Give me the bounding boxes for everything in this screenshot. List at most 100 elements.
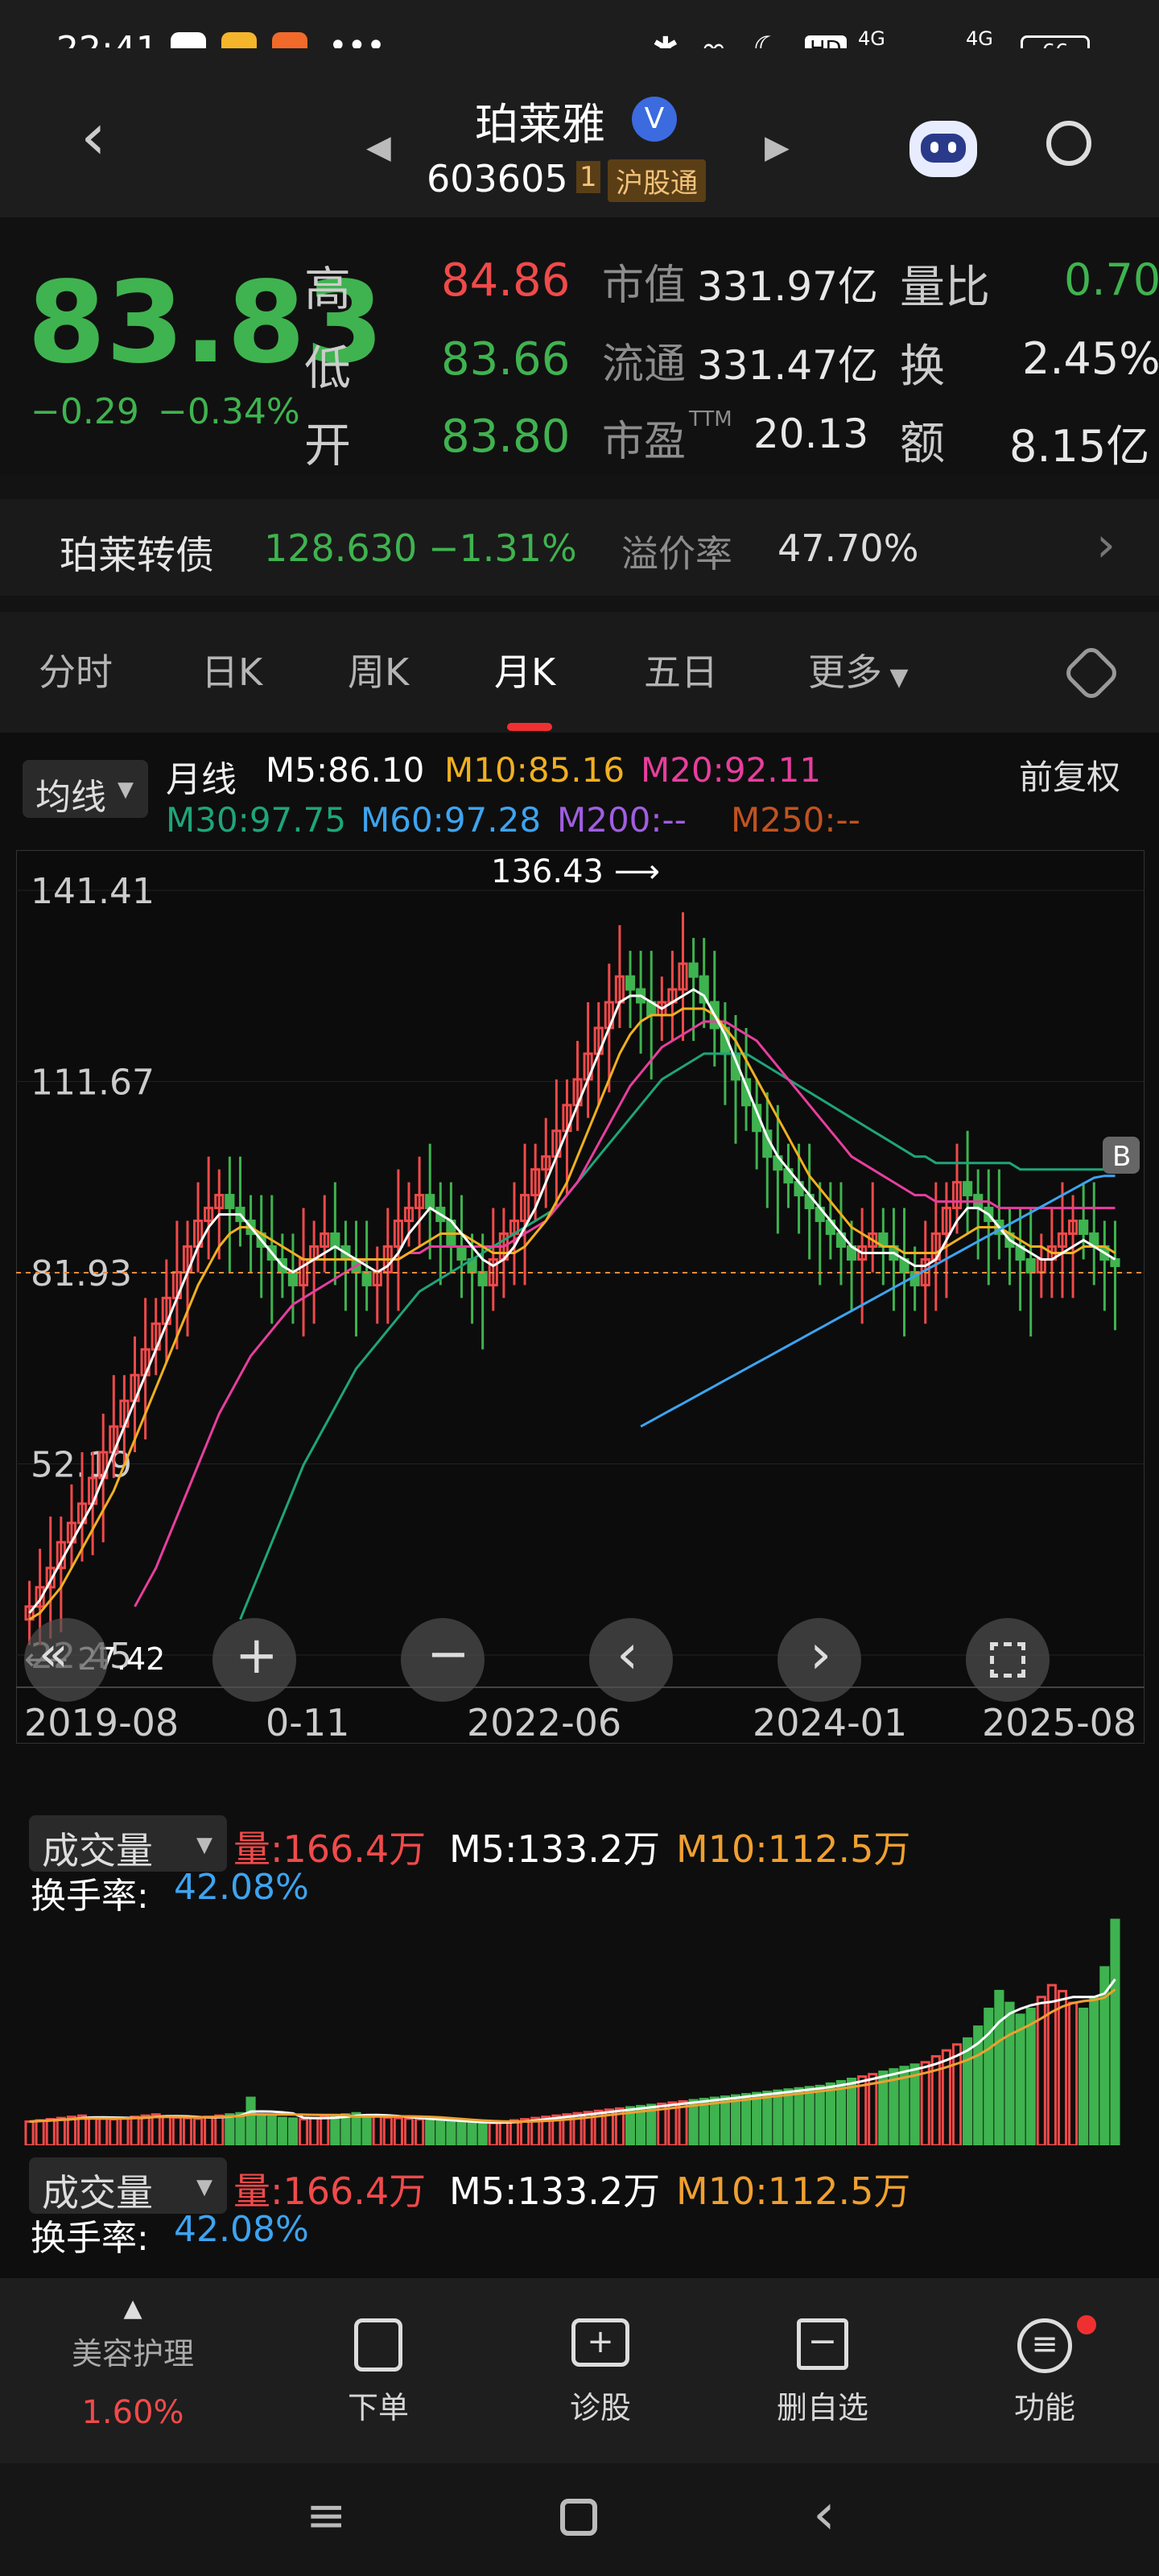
ma10-line	[28, 1007, 1116, 1620]
volume-selector[interactable]: 成交量 ▼	[29, 1815, 227, 1872]
volume-bar	[752, 2091, 762, 2145]
volume-bar	[171, 2116, 182, 2145]
tab-intraday[interactable]: 分时	[39, 650, 113, 694]
candle	[678, 962, 688, 991]
scroll-left-button[interactable]: ‹	[589, 1618, 673, 1702]
volume-bar	[446, 2120, 456, 2145]
volume-bar	[130, 2116, 140, 2145]
volume-bar	[835, 2079, 847, 2145]
volume-bar	[193, 2117, 204, 2145]
volume-bar	[825, 2082, 835, 2145]
chart-settings-icon[interactable]	[1062, 643, 1121, 703]
ma-selector[interactable]: 均线 ▼	[23, 760, 148, 818]
x-tick-label: 2022-06	[467, 1701, 621, 1744]
volume-bar	[425, 2119, 435, 2145]
premium-label: 溢价率	[621, 532, 732, 576]
period-tabs: 分时 日K 周K 月K 五日 更多 ▼	[0, 612, 1159, 733]
nav-functions[interactable]: ≡ 功能	[964, 2315, 1125, 2427]
volume-bar	[1057, 1989, 1068, 2145]
home-icon[interactable]	[560, 2499, 597, 2536]
volume-bar	[773, 2089, 783, 2145]
volume-bar	[45, 2118, 56, 2145]
prev-stock-icon[interactable]: ◀	[366, 129, 391, 166]
candle	[415, 1194, 425, 1210]
tab-five-day[interactable]: 五日	[644, 650, 718, 694]
nav-remove-watchlist[interactable]: − 删自选	[742, 2318, 903, 2427]
volume-bar	[245, 2096, 256, 2145]
volume-bar	[277, 2116, 287, 2145]
volume-bar	[235, 2112, 245, 2145]
candle	[287, 1270, 299, 1286]
volume-bar	[225, 2113, 235, 2145]
premium-value: 47.70%	[777, 526, 919, 570]
y-tick-label: 141.41	[31, 871, 155, 912]
quote-panel: 83.83 −0.29 −0.34% 高 84.86 低 83.66 开 83.…	[0, 217, 1159, 475]
y-tick-label: 111.67	[31, 1063, 155, 1104]
volume-bars	[24, 1918, 1120, 2145]
search-icon[interactable]	[1046, 121, 1091, 166]
verified-icon: V	[632, 97, 677, 142]
chart-frame	[16, 850, 1145, 1744]
zoom-out-button[interactable]: −	[401, 1618, 485, 1702]
nav-sector[interactable]: ▲ 美容护理 1.60%	[32, 2294, 233, 2431]
volume-m10: M10:112.5万	[676, 1827, 911, 1871]
volume-bar	[741, 2093, 752, 2145]
candle	[1067, 1220, 1079, 1236]
mktcap-label: 市值	[602, 262, 687, 310]
diagnose-icon: +	[571, 2318, 629, 2367]
candle	[530, 1168, 541, 1197]
volume-bar	[415, 2118, 425, 2145]
recent-apps-icon[interactable]: ≡	[306, 2487, 347, 2544]
volume-bar	[256, 2114, 266, 2145]
nav-diagnose[interactable]: + 诊股	[520, 2318, 681, 2427]
scroll-left-fast-button[interactable]: «	[24, 1618, 108, 1702]
candle	[403, 1207, 415, 1223]
volume-bar	[24, 2120, 35, 2145]
volume-bar	[320, 2116, 330, 2145]
indicator-selector-2[interactable]: 成交量 ▼	[29, 2157, 227, 2215]
ma60-line	[640, 1174, 1116, 1428]
tab-weekly[interactable]: 周K	[348, 650, 410, 694]
fullscreen-button[interactable]	[966, 1618, 1050, 1702]
back-icon[interactable]: ‹	[80, 99, 106, 174]
tab-monthly[interactable]: 月K	[494, 650, 556, 694]
ma250-value: M250:--	[731, 800, 860, 840]
candle	[868, 1232, 878, 1248]
volume-bar	[1110, 1918, 1120, 2145]
volume-bar	[709, 2096, 720, 2145]
volume-bar	[963, 2037, 973, 2145]
tab-more[interactable]: 更多 ▼	[808, 650, 909, 694]
adjust-mode[interactable]: 前复权	[1019, 758, 1121, 797]
volume-bar	[340, 2113, 351, 2145]
ma5-line	[28, 988, 1116, 1614]
turnover-rate-value-2: 42.08%	[174, 2209, 309, 2250]
nav-order[interactable]: 下单	[298, 2318, 459, 2427]
next-stock-icon[interactable]: ▶	[765, 129, 790, 166]
candle	[204, 1207, 214, 1223]
candle	[477, 1270, 488, 1286]
indicator-panel-2: 成交量 ▼ 量:166.4万 M5:133.2万 M10:112.5万 换手率:…	[16, 2157, 1145, 2278]
network-label-2: 4G	[966, 27, 993, 50]
volume-bar	[372, 2115, 382, 2145]
volume-bar	[657, 2102, 667, 2145]
network-label: 4G	[858, 27, 885, 50]
ma20-value: M20:92.11	[641, 750, 822, 790]
volume-bar	[1079, 2008, 1089, 2145]
volume-bar	[857, 2075, 868, 2145]
zoom-in-button[interactable]: +	[212, 1618, 296, 1702]
robot-assistant-icon[interactable]	[909, 121, 977, 177]
candle	[699, 975, 709, 1004]
system-back-icon[interactable]: ‹	[813, 2481, 835, 2547]
tab-daily[interactable]: 日K	[201, 650, 263, 694]
pe-value: 20.13	[753, 411, 869, 457]
volume-bar	[477, 2122, 488, 2145]
volume-bar	[984, 2008, 994, 2145]
candle	[320, 1232, 330, 1248]
volume-bar	[783, 2088, 794, 2145]
scroll-right-button[interactable]: ›	[777, 1618, 861, 1702]
x-tick-label: 2025-08	[982, 1701, 1136, 1744]
convertible-bond-row[interactable]: 珀莱转债 128.630 −1.31% 溢价率 47.70% ›	[0, 499, 1159, 596]
volume-bar	[899, 2066, 909, 2145]
active-tab-indicator	[507, 723, 552, 731]
